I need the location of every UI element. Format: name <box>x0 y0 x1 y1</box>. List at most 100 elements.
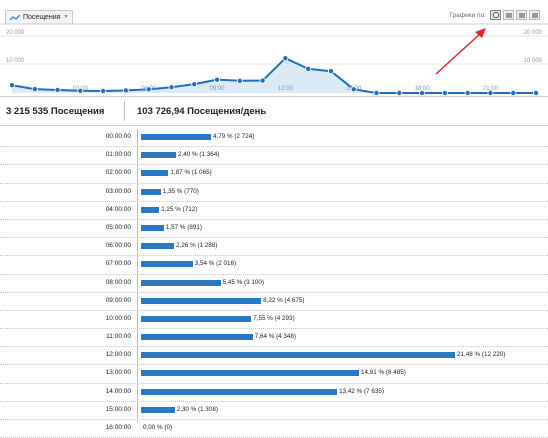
hour-label: 07:00:00 <box>105 260 131 268</box>
series-line <box>11 56 536 94</box>
bar <box>141 297 262 304</box>
bar-value-label: 7,55 % (4 293) <box>253 314 295 322</box>
hour-label: 13:00:00 <box>105 369 131 377</box>
data-point[interactable] <box>8 82 15 89</box>
table-row: 00:00:00 4,79 % (2 724) <box>0 129 548 148</box>
table-row: 04:00:00 1,25 % (712) <box>0 202 548 220</box>
bar-value-label: 2,26 % (1 288) <box>176 242 218 250</box>
hour-label: 05:00:00 <box>105 223 131 231</box>
bar-value-label: 2,30 % (1 308) <box>176 405 218 413</box>
bar <box>141 370 360 377</box>
line-chart-icon <box>10 14 20 20</box>
table-row: 12:00:00 21,48 % (12 220) <box>0 347 548 366</box>
hour-label: 04:00:00 <box>105 205 131 213</box>
data-point[interactable] <box>419 90 426 97</box>
data-point[interactable] <box>54 86 61 93</box>
data-point[interactable] <box>214 76 221 83</box>
table-icon[interactable] <box>503 10 514 20</box>
table-row: 03:00:00 1,35 % (770) <box>0 184 548 202</box>
hour-label: 08:00:00 <box>105 278 131 286</box>
hour-label: 16:00:00 <box>105 424 131 431</box>
grid-icon[interactable] <box>529 10 540 20</box>
bar-value-label: 5,45 % (3 100) <box>222 278 264 286</box>
data-point[interactable] <box>168 84 175 91</box>
data-point[interactable] <box>236 77 243 84</box>
table-row: 02:00:00 1,87 % (1 065) <box>0 165 548 184</box>
table-row: 15:00:00 2,30 % (1 308) <box>0 402 548 420</box>
hourly-table: 00:00:00 4,79 % (2 724) 01:00:00 2,40 % (1 … <box>0 129 548 438</box>
table-row: 14:00:00 13,42 % (7 635) <box>0 384 548 402</box>
hour-label: 06:00:00 <box>105 242 131 250</box>
table-divider <box>137 129 138 422</box>
data-point[interactable] <box>464 90 471 97</box>
chart-type-label: Графики по: <box>449 11 486 19</box>
bar-value-label: 1,25 % (712) <box>161 205 198 213</box>
data-point[interactable] <box>31 86 38 93</box>
hour-label: 15:00:00 <box>105 405 131 413</box>
bar-value-label: 2,40 % (1 364) <box>178 151 220 159</box>
data-point[interactable] <box>510 90 517 97</box>
bar-value-label: 14,91 % (8 485) <box>361 369 406 377</box>
total-visits: 3 215 535 Посещения <box>6 106 105 117</box>
bar <box>141 315 252 322</box>
data-point[interactable] <box>259 77 266 84</box>
data-point[interactable] <box>282 55 289 62</box>
bar <box>141 134 211 140</box>
bar <box>141 388 338 395</box>
hour-label: 11:00:00 <box>106 333 131 341</box>
bar <box>141 243 175 250</box>
data-point[interactable] <box>191 81 198 88</box>
bar-value-label: 21,48 % (12 220) <box>457 351 506 359</box>
bar <box>141 334 253 341</box>
clock-icon[interactable] <box>490 10 501 20</box>
chart-toolbar: Посещения ▼ Графики по: <box>0 0 548 24</box>
x-tick-label: 12:00 <box>278 86 294 92</box>
bar-value-label: 4,79 % (2 724) <box>212 133 255 140</box>
metric-dropdown[interactable]: Посещения ▼ <box>5 10 74 24</box>
data-point[interactable] <box>350 86 357 93</box>
bar-value-label: 0,00 % (0) <box>143 424 173 431</box>
summary-stats: 3 215 535 Посещения 103 726,94 Посещения… <box>0 96 548 126</box>
data-point[interactable] <box>396 90 403 97</box>
bar-value-label: 1,87 % (1 065) <box>170 169 212 177</box>
data-point[interactable] <box>441 90 448 97</box>
data-point[interactable] <box>145 86 152 93</box>
data-point[interactable] <box>373 90 380 97</box>
chart-type-switcher: Графики по: <box>449 10 540 20</box>
table-row: 06:00:00 2,26 % (1 288) <box>0 238 548 257</box>
data-point[interactable] <box>305 65 312 72</box>
bar <box>141 224 164 231</box>
bar-value-label: 13,42 % (7 635) <box>339 387 384 395</box>
data-point[interactable] <box>533 90 540 97</box>
bar-value-label: 1,35 % (770) <box>162 187 199 195</box>
area-fill <box>12 58 536 93</box>
x-tick-label: 09:00 <box>210 86 226 92</box>
data-point[interactable] <box>122 87 129 94</box>
table-row: 05:00:00 1,57 % (891) <box>0 220 548 239</box>
table-row: 08:00:00 5,45 % (3 100) <box>0 275 548 293</box>
data-point[interactable] <box>487 90 494 97</box>
list-icon[interactable] <box>516 10 527 20</box>
hour-label: 09:00:00 <box>105 296 131 304</box>
x-tick-label: 21:00 <box>483 86 499 92</box>
hour-label: 12:00:00 <box>105 351 131 359</box>
stats-divider <box>124 101 125 121</box>
bar <box>141 170 169 177</box>
bar <box>141 352 455 359</box>
line-chart: 20 000 10 000 20 000 10 000 03:0006:0009… <box>0 23 548 97</box>
bar-value-label: 8,22 % (4 675) <box>263 296 305 304</box>
y-tick-label-right: 10 000 <box>524 58 543 64</box>
bar <box>141 188 161 195</box>
hour-label: 01:00:00 <box>105 151 131 159</box>
data-point[interactable] <box>77 87 84 94</box>
hour-label: 00:00:00 <box>105 133 131 140</box>
table-row: 09:00:00 8,22 % (4 675) <box>0 293 548 311</box>
bar <box>141 406 175 413</box>
metric-dropdown-label: Посещения <box>23 14 61 21</box>
hour-label: 02:00:00 <box>105 169 131 177</box>
data-point[interactable] <box>100 87 107 94</box>
bar <box>141 206 160 213</box>
data-point[interactable] <box>327 68 334 75</box>
table-row: 11:00:00 7,64 % (4 348) <box>0 329 548 348</box>
